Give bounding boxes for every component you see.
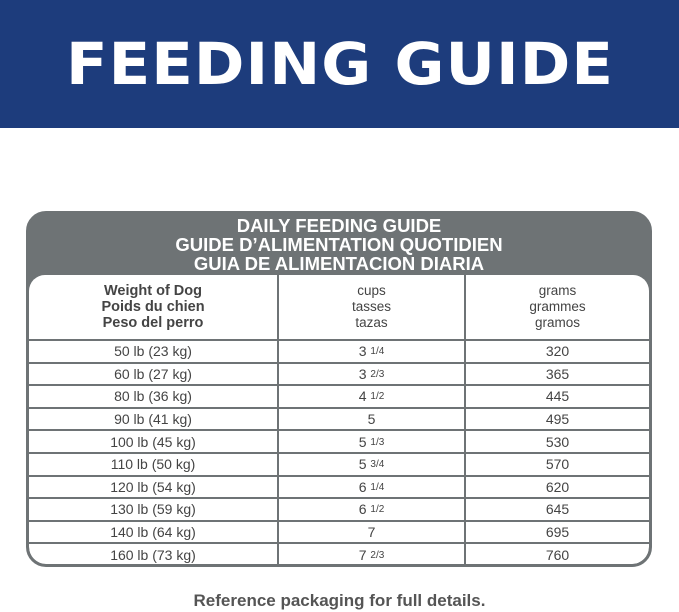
grams-cell: 760 xyxy=(464,542,649,564)
table-row: 80 lb (36 kg) 4 1/2 445 xyxy=(29,384,649,408)
weight-cell: 130 lb (59 kg) xyxy=(29,497,278,521)
grams-cell: 365 xyxy=(464,361,649,386)
cups-cell: 7 2/3 xyxy=(277,542,465,564)
table-title-en: DAILY FEEDING GUIDE xyxy=(236,215,442,236)
weight-cell: 60 lb (27 kg) xyxy=(29,361,278,386)
weight-cell: 160 lb (73 kg) xyxy=(29,542,278,564)
weight-cell: 90 lb (41 kg) xyxy=(29,406,278,431)
cups-cell: 6 1/2 xyxy=(277,497,465,521)
weight-cell: 110 lb (50 kg) xyxy=(29,451,278,476)
table-title-fr: GUIDE D’ALIMENTATION QUOTIDIEN xyxy=(175,234,503,255)
feeding-table: Weight of Dog Poids du chien Peso del pe… xyxy=(29,275,649,564)
footer-note: Reference packaging for full details. xyxy=(193,591,486,610)
cups-cell: 4 1/2 xyxy=(277,384,465,408)
cups-cell: 5 xyxy=(277,406,465,431)
cups-cell: 6 1/4 xyxy=(277,474,465,499)
weight-cell: 100 lb (45 kg) xyxy=(29,429,278,453)
table-row: 100 lb (45 kg) 5 1/3 530 xyxy=(29,429,649,453)
table-row: 60 lb (27 kg) 3 2/3 365 xyxy=(29,361,649,386)
grams-cell: 495 xyxy=(464,406,649,431)
banner: FEEDING GUIDE xyxy=(0,0,679,128)
table-row: 120 lb (54 kg) 6 1/4 620 xyxy=(29,474,649,499)
table-row: 90 lb (41 kg) 5 495 xyxy=(29,406,649,431)
page-title: FEEDING GUIDE xyxy=(65,30,614,98)
table-row: 50 lb (23 kg) 3 1/4 320 xyxy=(29,339,649,363)
table-title-band: DAILY FEEDING GUIDE GUIDE D’ALIMENTATION… xyxy=(29,214,649,275)
grams-cell: 645 xyxy=(464,497,649,521)
header-weight: Weight of Dog Poids du chien Peso del pe… xyxy=(101,283,205,331)
table-title-es: GUIA DE ALIMENTACION DIARIA xyxy=(193,253,485,274)
table-row: 130 lb (59 kg) 6 1/2 645 xyxy=(29,497,649,521)
grams-cell: 445 xyxy=(464,384,649,408)
grams-cell: 320 xyxy=(464,339,649,363)
table-row: 160 lb (73 kg) 7 2/3 760 xyxy=(29,542,649,564)
weight-cell: 50 lb (23 kg) xyxy=(29,339,278,363)
weight-cell: 80 lb (36 kg) xyxy=(29,384,278,408)
header-grams: grams grammes gramos xyxy=(464,275,649,340)
weight-cell: 120 lb (54 kg) xyxy=(29,474,278,499)
table-row: 110 lb (50 kg) 5 3/4 570 xyxy=(29,451,649,476)
grams-cell: 695 xyxy=(464,519,649,544)
cups-cell: 7 xyxy=(277,519,465,544)
grams-cell: 570 xyxy=(464,451,649,476)
feeding-table-panel: DAILY FEEDING GUIDE GUIDE D’ALIMENTATION… xyxy=(26,211,652,567)
header-row: Weight of Dog Poids du chien Peso del pe… xyxy=(29,275,649,340)
table-row: 140 lb (64 kg) 7 695 xyxy=(29,519,649,544)
cups-cell: 5 3/4 xyxy=(277,451,465,476)
cups-cell: 3 2/3 xyxy=(277,361,465,386)
cups-cell: 3 1/4 xyxy=(277,339,465,363)
weight-cell: 140 lb (64 kg) xyxy=(29,519,278,544)
grams-cell: 530 xyxy=(464,429,649,453)
header-cups: cups tasses tazas xyxy=(277,275,465,340)
grams-cell: 620 xyxy=(464,474,649,499)
cups-cell: 5 1/3 xyxy=(277,429,465,453)
